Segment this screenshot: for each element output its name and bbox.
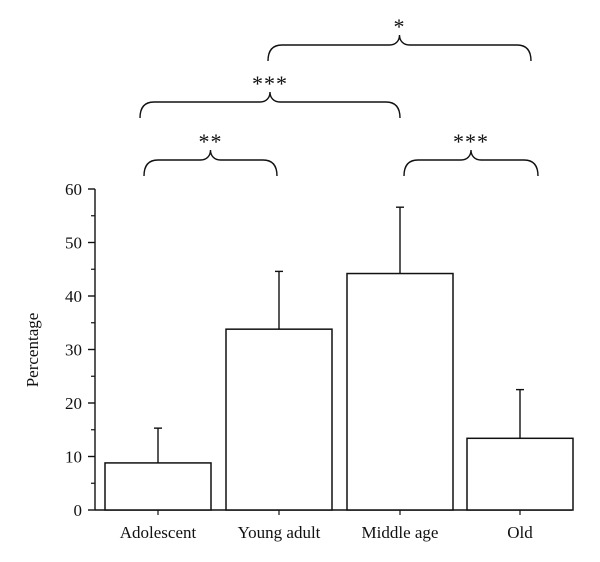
- category-label: Young adult: [238, 523, 321, 542]
- significance-label: **: [199, 129, 223, 154]
- bar-adolescent: [104, 462, 212, 511]
- bar-young-adult: [225, 328, 333, 511]
- significance-bracket: [403, 149, 539, 177]
- y-tick-label: 30: [65, 341, 82, 360]
- category-label: Adolescent: [120, 523, 197, 542]
- significance-bracket: [267, 34, 532, 62]
- y-tick-label: 40: [65, 287, 82, 306]
- category-label: Old: [507, 523, 533, 542]
- y-tick-label: 10: [65, 448, 82, 467]
- bars: [104, 272, 574, 511]
- significance-label: *: [394, 14, 406, 39]
- bar-old: [466, 437, 574, 511]
- significance-bracket: [139, 91, 401, 119]
- y-tick-label: 50: [65, 234, 82, 253]
- y-axis-title: Percentage: [23, 313, 42, 388]
- labels: 0 10 20 30 40 50 60 Adolescent Young adult Middle…: [65, 14, 533, 542]
- significance-label: ***: [453, 129, 489, 154]
- significance-bracket: [143, 149, 278, 177]
- significance-label: ***: [252, 71, 288, 96]
- y-tick-label: 20: [65, 394, 82, 413]
- y-tick-label: 60: [65, 180, 82, 199]
- bar-middle-age: [346, 272, 454, 511]
- y-tick-label: 0: [74, 501, 83, 520]
- error-bars: [154, 206, 524, 463]
- significance-brackets: [139, 34, 539, 177]
- category-label: Middle age: [362, 523, 439, 542]
